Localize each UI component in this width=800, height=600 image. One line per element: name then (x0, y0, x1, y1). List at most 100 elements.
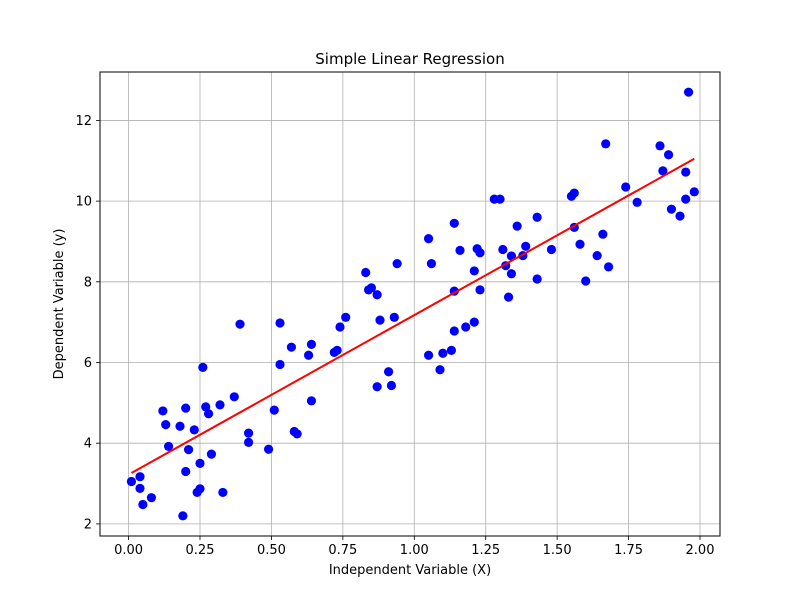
scatter-point (506, 269, 517, 279)
scatter-point (332, 345, 342, 355)
y-tick-label: 8 (84, 275, 92, 290)
scatter-point (621, 182, 631, 192)
x-tick-label: 1.25 (471, 543, 500, 558)
scatter-point (601, 139, 611, 149)
scatter-point (135, 472, 145, 482)
scatter-point (215, 400, 225, 410)
scatter-point (389, 312, 399, 322)
scatter-point (438, 348, 448, 358)
scatter-point (461, 322, 471, 332)
scatter-point (135, 483, 145, 493)
scatter-point (306, 396, 317, 406)
scatter-point (455, 245, 465, 255)
scatter-point (335, 322, 345, 332)
scatter-point (532, 274, 542, 284)
scatter-point (175, 421, 185, 431)
scatter-point (683, 87, 694, 97)
x-tick-label: 0.00 (114, 543, 143, 558)
scatter-point (181, 403, 191, 413)
scatter-point (341, 312, 351, 322)
scatter-point (235, 319, 245, 329)
scatter-point (269, 405, 279, 415)
scatter-point (546, 244, 557, 255)
scatter-point (512, 221, 522, 231)
scatter-point (146, 493, 157, 503)
x-tick-label: 2.00 (686, 543, 715, 558)
scatter-point (592, 250, 602, 261)
scatter-point (275, 318, 285, 328)
scatter-point (495, 194, 505, 204)
scatter-point (303, 350, 314, 360)
scatter-point (475, 285, 485, 295)
scatter-point (383, 367, 394, 377)
scatter-point (286, 342, 297, 352)
scatter-point (423, 350, 434, 360)
scatter-point (158, 406, 168, 416)
scatter-point (243, 437, 254, 447)
scatter-point (229, 392, 239, 402)
regression-line (130, 157, 695, 474)
scatter-point (243, 428, 254, 438)
scatter-point (203, 409, 214, 419)
scatter-point (426, 259, 437, 269)
scatter-point (218, 487, 228, 498)
x-axis-title: Independent Variable (X) (329, 563, 491, 578)
scatter-point (372, 290, 382, 300)
scatter-point (435, 365, 445, 375)
y-tick-label: 6 (84, 356, 92, 371)
scatter-point (598, 229, 608, 239)
scatter-point (138, 499, 148, 510)
scatter-point (126, 476, 137, 487)
plot-data (126, 87, 699, 521)
scatter-point (681, 194, 691, 204)
scatter-point (375, 315, 385, 325)
scatter-point (666, 204, 677, 214)
scatter-point (506, 251, 517, 261)
scatter-point (178, 511, 188, 521)
y-axis-title: Dependent Variable (y) (52, 229, 67, 380)
y-tick-label: 10 (75, 195, 92, 210)
scatter-point (569, 188, 579, 198)
scatter-point (189, 425, 199, 435)
x-tick-label: 1.00 (400, 543, 429, 558)
scatter-point (386, 380, 397, 391)
scatter-point (392, 259, 402, 269)
scatter-point (446, 345, 457, 355)
scatter-point (163, 441, 174, 452)
scatter-point (632, 197, 642, 207)
scatter-point (603, 262, 614, 272)
scatter-point (361, 267, 371, 278)
scatter-point (292, 429, 302, 439)
scatter-point (689, 187, 699, 197)
scatter-point (475, 248, 485, 258)
y-tick-label: 12 (75, 114, 92, 129)
x-tick-label: 0.50 (257, 543, 286, 558)
scatter-point (195, 484, 205, 494)
scatter-point (366, 283, 377, 293)
scatter-point (663, 150, 674, 160)
scatter-point (675, 211, 685, 221)
scatter-point (372, 382, 382, 392)
scatter-point (469, 317, 479, 327)
scatter-point (658, 166, 668, 176)
scatter-point (263, 444, 274, 454)
scatter-point (198, 362, 208, 372)
scatter-point (181, 466, 191, 477)
scatter-point (581, 276, 591, 286)
plot-frame (99, 71, 721, 537)
scatter-point (498, 244, 508, 255)
scatter-point (183, 445, 194, 455)
scatter-point (306, 339, 317, 349)
chart-title: Simple Linear Regression (315, 50, 504, 68)
scatter-point (655, 141, 665, 151)
x-tick-label: 0.75 (328, 543, 357, 558)
scatter-point (449, 218, 459, 228)
scatter-point (423, 234, 434, 244)
scatter-point (195, 458, 205, 468)
x-tick-label: 1.75 (614, 543, 643, 558)
scatter-point (681, 167, 691, 177)
scatter-point (469, 266, 479, 276)
scatter-point (521, 241, 531, 251)
